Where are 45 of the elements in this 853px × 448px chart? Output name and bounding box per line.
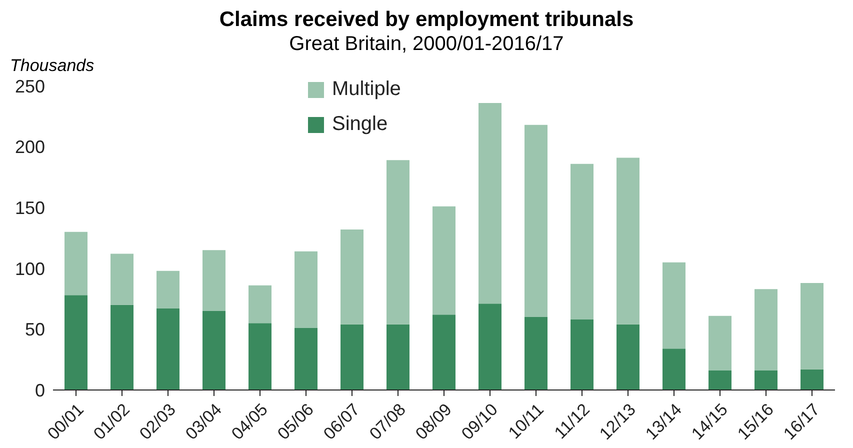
bar xyxy=(340,324,364,390)
y-tick-label: 0 xyxy=(34,380,45,400)
bar xyxy=(708,370,732,390)
bar xyxy=(248,285,272,324)
bar xyxy=(340,229,364,324)
legend-label: Multiple xyxy=(332,78,401,101)
legend-label: Single xyxy=(332,113,388,136)
y-tick-label: 200 xyxy=(14,137,45,158)
bar xyxy=(570,164,594,320)
bar xyxy=(432,206,456,315)
y-tick-label: 250 xyxy=(14,76,45,96)
bar xyxy=(616,324,640,390)
bar xyxy=(64,232,88,296)
bar xyxy=(64,295,88,390)
bar xyxy=(754,370,778,390)
bar xyxy=(524,124,548,318)
bar xyxy=(156,308,180,390)
bar xyxy=(110,304,134,390)
chart-subtitle: Great Britain, 2000/01-2016/17 xyxy=(288,32,565,56)
bar xyxy=(386,160,410,324)
y-tick-label: 100 xyxy=(14,258,45,279)
bar xyxy=(478,304,502,390)
bar xyxy=(662,262,686,349)
y-tick-label: 50 xyxy=(24,320,45,340)
bar xyxy=(754,289,778,371)
bar xyxy=(110,254,134,305)
bar xyxy=(708,316,732,371)
bar xyxy=(800,369,824,390)
bar xyxy=(800,282,824,370)
bar xyxy=(524,317,548,390)
y-tick-label: 150 xyxy=(14,198,45,218)
bar xyxy=(156,270,180,309)
bar xyxy=(662,348,686,390)
bar xyxy=(386,324,410,390)
bar xyxy=(616,158,640,324)
bar xyxy=(202,250,226,311)
y-axis-title: Thousands xyxy=(10,56,96,77)
bar xyxy=(478,103,502,304)
chart-title: Claims received by employment tribunals xyxy=(218,8,635,32)
bar xyxy=(294,328,318,390)
bar xyxy=(294,251,318,328)
bar xyxy=(202,310,226,390)
bar xyxy=(570,319,594,390)
bar xyxy=(432,314,456,390)
bar xyxy=(248,323,272,390)
